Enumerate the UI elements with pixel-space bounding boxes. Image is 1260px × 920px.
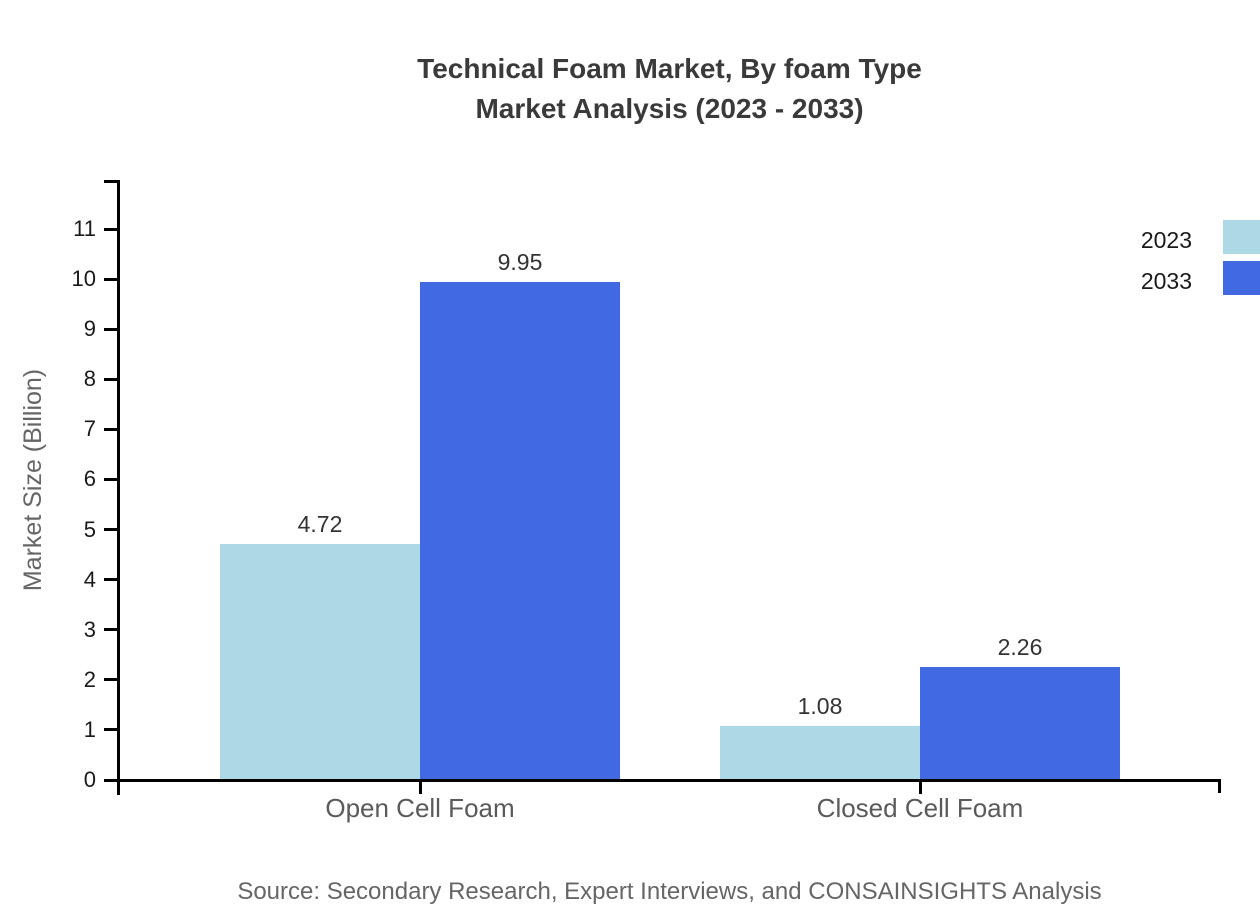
y-axis-tick-3 bbox=[104, 628, 118, 632]
x-axis-line bbox=[116, 778, 1221, 782]
x-axis-label-closed-cell-foam: Closed Cell Foam bbox=[816, 793, 1024, 823]
y-axis-tick-1 bbox=[104, 728, 118, 732]
y-axis-line bbox=[116, 180, 120, 795]
y-axis-tick-label-2: 2 bbox=[83, 666, 96, 692]
y-axis-tick-4 bbox=[104, 578, 118, 582]
x-axis-tick-open-cell-foam bbox=[418, 780, 422, 794]
chart-title-line-2: Market Analysis (2023 - 2033) bbox=[475, 93, 864, 124]
y-axis-tick-10 bbox=[104, 277, 118, 281]
y-axis-tick-7 bbox=[104, 427, 118, 431]
y-axis-tick-label-0: 0 bbox=[83, 767, 96, 792]
bar-2033-closed-cell-foam bbox=[920, 666, 1120, 780]
source-note: Source: Secondary Research, Expert Inter… bbox=[237, 878, 1102, 905]
y-axis-tick-11 bbox=[104, 227, 118, 231]
bar-value-label-2033-open-cell-foam: 9.95 bbox=[497, 248, 543, 275]
legend-swatch-2023 bbox=[1223, 220, 1260, 254]
x-axis-tick-closed-cell-foam bbox=[918, 780, 922, 794]
bar-value-label-2023-open-cell-foam: 4.72 bbox=[297, 510, 343, 537]
legend-swatch-2033 bbox=[1223, 261, 1260, 295]
legend-label-2033: 2033 bbox=[1140, 268, 1192, 294]
bar-2033-open-cell-foam bbox=[420, 281, 620, 780]
x-axis-end-cap bbox=[1218, 778, 1221, 793]
bar-2023-closed-cell-foam bbox=[720, 725, 920, 780]
y-axis-tick-label-9: 9 bbox=[83, 316, 96, 342]
y-axis-tick-label-4: 4 bbox=[83, 566, 96, 592]
x-axis-label-open-cell-foam: Open Cell Foam bbox=[325, 793, 515, 823]
y-axis-tick-0 bbox=[104, 778, 118, 782]
y-axis-tick-label-3: 3 bbox=[83, 616, 96, 642]
y-axis-tick-label-8: 8 bbox=[83, 366, 96, 392]
y-axis-tick-5 bbox=[104, 528, 118, 532]
y-axis-tick-9 bbox=[104, 327, 118, 331]
legend-label-2023: 2023 bbox=[1140, 227, 1192, 253]
y-axis-tick-8 bbox=[104, 377, 118, 381]
bar-value-label-2033-closed-cell-foam: 2.26 bbox=[997, 633, 1043, 660]
y-axis-top-cap bbox=[104, 180, 118, 183]
chart-title: Technical Foam Market, By foam Type Mark… bbox=[118, 49, 1221, 129]
y-axis-tick-6 bbox=[104, 477, 118, 481]
y-axis-tick-label-5: 5 bbox=[83, 516, 96, 542]
y-axis-tick-label-7: 7 bbox=[83, 416, 96, 442]
y-axis-tick-label-6: 6 bbox=[83, 466, 96, 492]
y-axis-tick-label-11: 11 bbox=[73, 216, 96, 241]
chart-title-line-1: Technical Foam Market, By foam Type bbox=[417, 53, 922, 84]
bar-2023-open-cell-foam bbox=[220, 543, 420, 780]
y-axis-tick-label-1: 1 bbox=[83, 716, 96, 742]
bar-value-label-2023-closed-cell-foam: 1.08 bbox=[797, 692, 843, 719]
y-axis-tick-2 bbox=[104, 678, 118, 682]
y-axis-tick-label-10: 10 bbox=[71, 266, 96, 292]
